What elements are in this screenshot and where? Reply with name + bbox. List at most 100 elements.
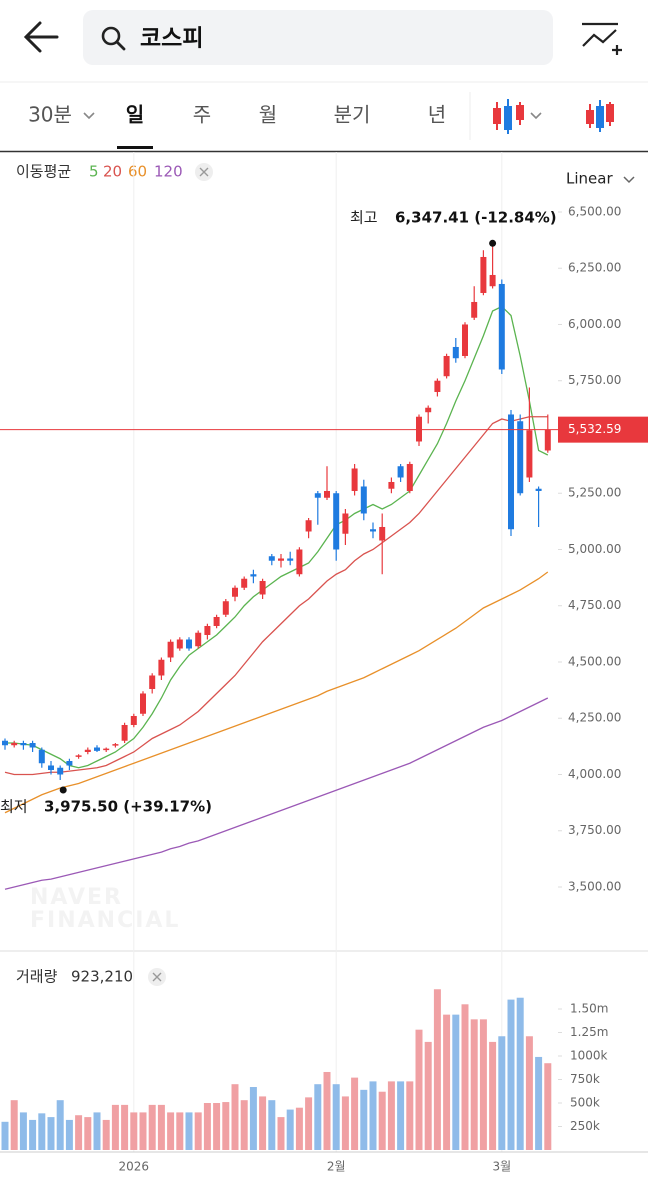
candle-type-icon[interactable] [493, 99, 542, 134]
back-button[interactable] [23, 21, 59, 53]
candle-body [167, 641, 174, 658]
volume-tick-label: 750k [570, 1072, 600, 1086]
x-tick-label: 3월 [492, 1160, 511, 1174]
candle-body [287, 558, 294, 561]
scale-toggle[interactable]: Linear [566, 170, 613, 188]
candle-body [20, 742, 27, 746]
candle-body [158, 659, 165, 676]
candle-body [517, 421, 524, 494]
volume-bar [489, 1041, 497, 1150]
last-price-label: 5,532.59 [568, 422, 621, 436]
candle-body [130, 715, 137, 725]
candle-body [121, 724, 128, 741]
volume-bar [498, 1036, 506, 1150]
candle-body [360, 486, 367, 514]
volume-bar [185, 1112, 193, 1150]
candle-body [406, 463, 413, 491]
volume-bar [479, 1019, 487, 1150]
candle-body [498, 283, 505, 370]
volume-close[interactable] [148, 968, 166, 986]
low-label: 최저 [0, 798, 28, 816]
volume-bar [111, 1104, 119, 1150]
y-tick-label: 6,500.00 [568, 204, 621, 218]
tab[interactable]: 월 [259, 103, 277, 127]
volume-bar [277, 1117, 285, 1150]
volume-bar [102, 1119, 110, 1150]
volume-bar [314, 1084, 322, 1150]
candle-body [471, 301, 478, 318]
search-query: 코스피 [140, 26, 203, 52]
candle-body [370, 529, 376, 532]
volume-title: 거래량 [16, 968, 58, 986]
volume-bar [203, 1103, 211, 1150]
tab[interactable]: 주 [193, 103, 211, 127]
candle-body [278, 558, 284, 561]
candle-body [94, 747, 100, 751]
volume-bar [351, 1077, 359, 1150]
ma-legend-title: 이동평균 [16, 163, 71, 181]
candle-body [351, 468, 358, 491]
y-tick-label: 4,250.00 [568, 711, 621, 725]
ma-legend-close[interactable] [195, 163, 213, 181]
tab[interactable]: 30분 [28, 103, 72, 127]
ma-line [4, 697, 549, 890]
volume-bar [305, 1097, 313, 1150]
candle-body [296, 549, 303, 575]
candle-body [342, 513, 349, 534]
chart-style-icon[interactable] [586, 100, 614, 132]
high-label: 최고 [350, 209, 378, 227]
volume-bar [369, 1081, 377, 1150]
volume-bar [323, 1071, 331, 1150]
tab[interactable]: 분기 [334, 103, 371, 127]
volume-bar [56, 1100, 64, 1150]
chevron [623, 176, 635, 184]
volume-bar [176, 1112, 184, 1150]
volume-bar [424, 1041, 432, 1150]
candle-body [232, 587, 238, 597]
y-tick-label: 4,750.00 [568, 598, 621, 612]
candle-body [333, 493, 340, 550]
volume-bar [360, 1089, 368, 1150]
candle-body [425, 407, 432, 413]
volume-bar [167, 1112, 175, 1150]
candle-body [526, 430, 533, 478]
high-marker [489, 239, 497, 247]
candle-body [544, 429, 551, 451]
candle-body [48, 765, 54, 770]
candle-body [57, 767, 64, 775]
tab[interactable]: 일 [126, 103, 144, 127]
candle-body [75, 755, 82, 757]
candle-body [140, 693, 146, 714]
volume-bar [452, 1014, 460, 1150]
candle-body [305, 520, 312, 532]
ma-legend-entry: 20 [103, 163, 122, 181]
y-tick-label: 6,000.00 [568, 317, 621, 331]
volume-bar [268, 1100, 276, 1150]
watermark: NAVER [30, 885, 123, 910]
candle-body [434, 380, 441, 392]
tab[interactable]: 년 [428, 103, 446, 127]
candle-body [11, 742, 18, 746]
chevron [83, 112, 95, 120]
volume-bar [157, 1104, 165, 1150]
candle-body [222, 601, 229, 615]
ma-line [4, 571, 549, 814]
candle-body [416, 416, 422, 442]
volume-bar [295, 1107, 303, 1150]
candle-body [379, 526, 386, 541]
x-tick-label: 2월 [327, 1160, 346, 1174]
volume-bar [341, 1096, 349, 1150]
search-box[interactable] [83, 10, 553, 65]
watermark: FINANCIAL [30, 908, 180, 933]
volume-bar [387, 1081, 395, 1150]
volume-bar [231, 1084, 239, 1150]
compare-icon[interactable] [582, 22, 622, 55]
candle-body [84, 749, 91, 752]
volume-bar [240, 1100, 248, 1150]
candle-body [103, 748, 110, 751]
volume-bar [443, 1014, 451, 1150]
candle-body [250, 574, 257, 577]
volume-bar [65, 1119, 73, 1150]
volume-bar [93, 1112, 101, 1150]
